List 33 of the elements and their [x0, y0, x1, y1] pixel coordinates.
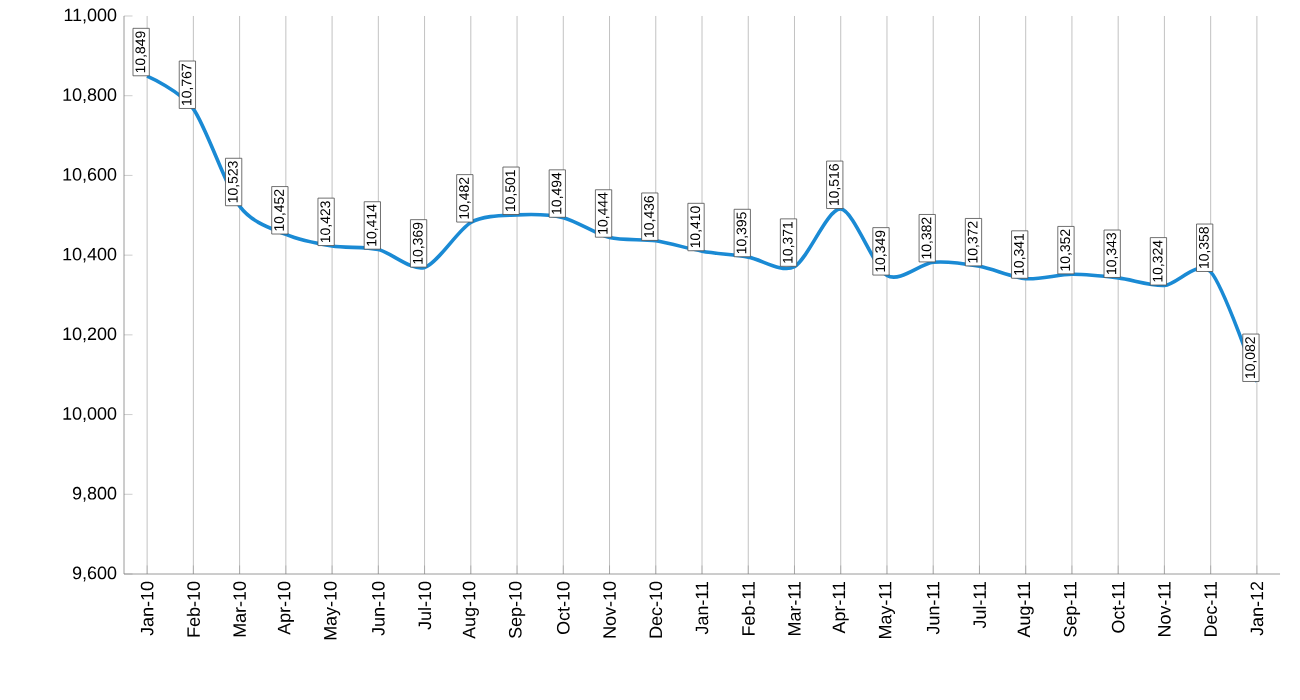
x-tick-label: Nov-10: [603, 581, 616, 638]
x-tick-label: May-10: [323, 581, 341, 640]
x-tick-label: Oct-11: [1111, 581, 1125, 633]
y-tick-label: 10,400: [63, 247, 117, 263]
y-tick-label: 10,800: [63, 88, 117, 104]
x-tick-label: Aug-11: [1017, 581, 1034, 638]
y-tick-label: 10,000: [63, 407, 117, 422]
x-tick-label: Apr-10: [277, 581, 294, 635]
x-tick-label: Jul-10: [417, 581, 432, 630]
x-tick-label: Sep-11: [1063, 581, 1081, 637]
x-tick-label: Oct-10: [556, 581, 570, 635]
x-tick-label: May-11: [878, 581, 895, 639]
x-tick-label: Sep-10: [508, 581, 526, 639]
x-tick-label: Jul-11: [972, 581, 987, 629]
x-tick-label: Apr-11: [832, 581, 849, 634]
y-tick-label: 11,000: [64, 8, 117, 24]
y-tick-label: 10,200: [63, 327, 117, 343]
x-tick-label: Feb-10: [186, 581, 200, 637]
x-tick-label: Jan-11: [695, 581, 709, 635]
x-tick-label: Jan-10: [140, 581, 154, 636]
x-tick-label: Mar-11: [788, 581, 801, 636]
x-tick-label: Jan-12: [1250, 581, 1264, 636]
x-tick-label: Dec-10: [649, 581, 663, 638]
y-tick-label: 9,800: [72, 486, 117, 502]
x-tick-label: Jun-11: [926, 581, 940, 635]
x-tick-label: Jun-10: [371, 581, 385, 636]
x-tick-label: Dec-11: [1204, 581, 1217, 637]
x-tick-label: Mar-10: [233, 581, 246, 637]
x-tick-label: Nov-11: [1158, 581, 1171, 637]
y-tick-label: 10,600: [63, 168, 117, 183]
x-tick-label: Aug-10: [462, 581, 479, 639]
x-tick-label: Feb-11: [741, 581, 755, 636]
y-tick-label: 9,600: [72, 566, 117, 582]
